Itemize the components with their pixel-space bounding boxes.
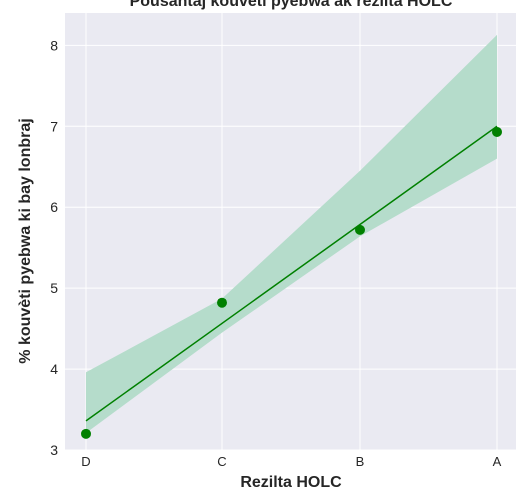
data-points	[81, 126, 502, 439]
y-axis-label: % kouvèti pyebwa ki bay lonbraj	[17, 118, 34, 363]
regression-line-layer	[85, 125, 498, 422]
x-tick-label: C	[217, 454, 226, 469]
y-axis-ticks: 3 4 5 6 7 8	[50, 37, 58, 458]
x-tick-label: D	[81, 454, 90, 469]
confidence-band	[86, 34, 497, 434]
confidence-band-layer	[86, 34, 497, 434]
y-tick-label: 3	[50, 442, 58, 458]
y-tick-label: 6	[50, 199, 58, 215]
x-tick-label: A	[493, 454, 502, 469]
x-tick-label: B	[356, 454, 365, 469]
y-tick-label: 7	[50, 118, 58, 134]
y-tick-label: 8	[50, 37, 58, 53]
regression-line	[85, 125, 498, 422]
data-point-a	[492, 126, 502, 137]
y-tick-label: 4	[50, 361, 58, 377]
data-point-c	[217, 297, 227, 308]
x-axis-label: Rezilta HOLC	[240, 474, 342, 491]
data-point-b	[355, 224, 365, 235]
y-tick-label: 5	[50, 280, 58, 296]
chart-title: Pousantaj kouvèti pyebwa ak rezilta HOLC	[130, 0, 453, 10]
data-point-d	[81, 428, 91, 439]
